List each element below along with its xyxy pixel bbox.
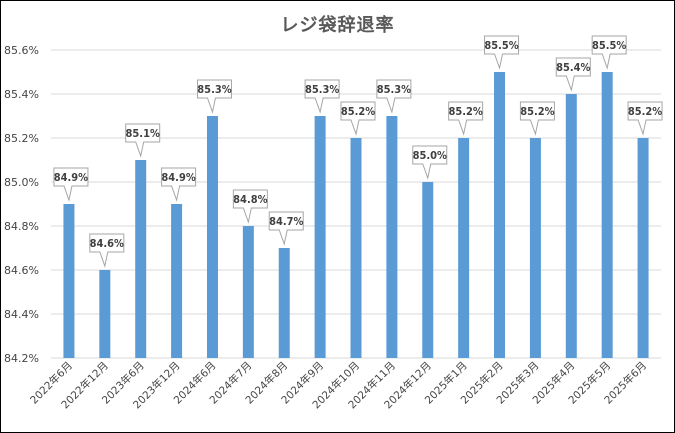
bar xyxy=(350,138,362,358)
y-tick-label: 85.2% xyxy=(4,132,39,145)
y-tick-label: 85.4% xyxy=(4,88,39,101)
bar xyxy=(386,116,398,358)
bar xyxy=(99,270,111,358)
data-label: 85.3% xyxy=(197,83,231,96)
y-tick-label: 84.4% xyxy=(4,308,39,321)
data-label: 85.5% xyxy=(592,39,626,52)
y-tick-label: 84.2% xyxy=(4,352,39,365)
bar xyxy=(529,138,541,358)
y-tick-label: 84.8% xyxy=(4,220,39,233)
data-label: 84.6% xyxy=(90,237,124,250)
data-label-callout xyxy=(340,101,376,136)
bar xyxy=(63,204,75,358)
data-label-callout xyxy=(304,79,340,114)
bar xyxy=(494,72,506,358)
data-label: 85.1% xyxy=(126,127,160,140)
data-label-callout xyxy=(591,35,627,70)
data-label: 85.3% xyxy=(377,83,411,96)
data-label: 84.9% xyxy=(161,171,195,184)
bar xyxy=(278,248,290,358)
y-tick-label: 85.0% xyxy=(4,176,39,189)
data-label: 85.2% xyxy=(448,105,482,118)
data-label: 85.3% xyxy=(305,83,339,96)
data-label-callout xyxy=(627,101,663,136)
chart-title: レジ袋辞退率 xyxy=(280,15,395,36)
bar xyxy=(206,116,218,358)
data-label-callout xyxy=(53,167,89,202)
bar xyxy=(458,138,470,358)
data-label-callout xyxy=(196,79,232,114)
y-tick-label: 85.6% xyxy=(4,44,39,57)
data-label-callout xyxy=(89,233,125,268)
data-label: 85.2% xyxy=(520,105,554,118)
bar xyxy=(171,204,183,358)
data-label-callout xyxy=(519,101,555,136)
bar xyxy=(637,138,649,358)
data-label: 85.2% xyxy=(341,105,375,118)
data-label-callout xyxy=(125,123,161,158)
data-label: 84.9% xyxy=(54,171,88,184)
bar xyxy=(565,94,577,358)
data-label-callout xyxy=(412,145,448,180)
data-label-callout xyxy=(448,101,484,136)
bar xyxy=(135,160,147,358)
data-label-callout xyxy=(376,79,412,114)
data-label-callout xyxy=(555,57,591,92)
data-label: 84.7% xyxy=(269,215,303,228)
data-label: 85.0% xyxy=(413,149,447,162)
data-label-callout xyxy=(268,211,304,246)
bar xyxy=(314,116,326,358)
data-label-callout xyxy=(232,189,268,224)
data-label: 85.2% xyxy=(628,105,662,118)
bar xyxy=(601,72,613,358)
bar xyxy=(422,182,434,358)
data-label-callout xyxy=(484,35,520,70)
y-tick-label: 84.6% xyxy=(4,264,39,277)
data-label: 84.8% xyxy=(233,193,267,206)
data-label: 85.5% xyxy=(484,39,518,52)
data-label-callout xyxy=(161,167,197,202)
bar xyxy=(242,226,254,358)
data-label: 85.4% xyxy=(556,61,590,74)
